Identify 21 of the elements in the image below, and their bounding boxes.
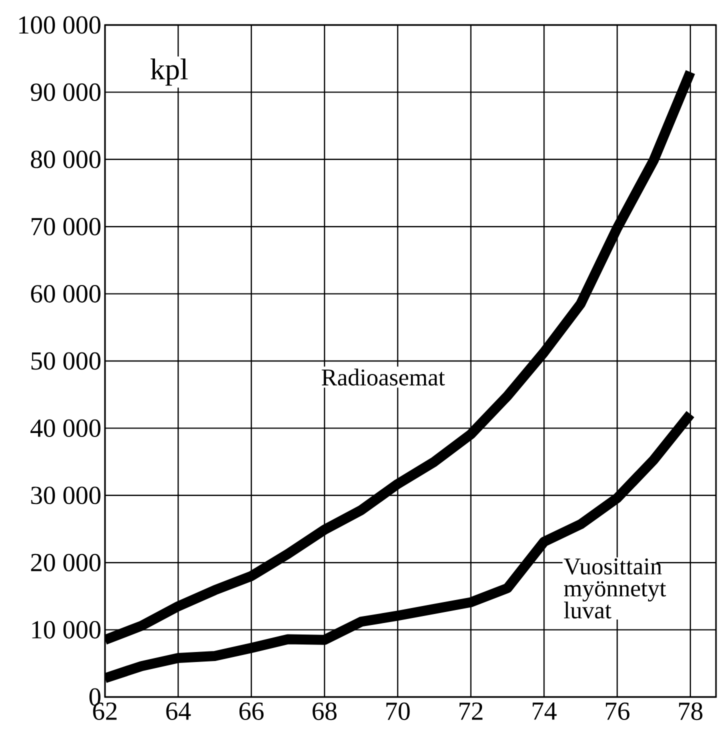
text: Radioasemat <box>322 368 445 386</box>
y-tick-label: 10 000 <box>32 621 100 639</box>
x-tick-label: 66 <box>239 702 264 720</box>
y-tick-label: 20 000 <box>31 554 100 572</box>
x-tick-label: 78 <box>679 702 702 720</box>
y-tick-label: 30 000 <box>31 486 100 504</box>
y-tick-label: 50 000 <box>31 352 100 370</box>
y-tick-label: 100 000 <box>19 16 100 34</box>
x-tick-label: 68 <box>312 702 337 720</box>
series-label: Vuosittain myönnetyt luvat <box>564 558 666 619</box>
x-tick-label: 64 <box>166 702 191 720</box>
x-tick-label: 70 <box>386 702 410 720</box>
x-tick-label: 74 <box>532 702 557 720</box>
y-tick-label: 60 000 <box>31 285 100 303</box>
y-axis-title: kpl <box>150 58 188 86</box>
x-tick-label: 72 <box>460 702 482 720</box>
y-tick-label: 70 000 <box>32 218 100 236</box>
y-tick-label: 40 000 <box>30 419 100 437</box>
x-tick-label: 76 <box>606 702 630 720</box>
y-tick-label: 80 000 <box>30 150 100 168</box>
y-tick-label: 90 000 <box>30 83 100 101</box>
